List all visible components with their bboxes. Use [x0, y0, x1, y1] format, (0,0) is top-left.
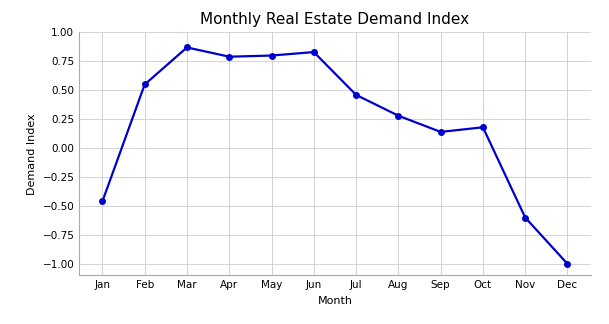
Title: Monthly Real Estate Demand Index: Monthly Real Estate Demand Index	[200, 12, 470, 27]
X-axis label: Month: Month	[317, 296, 353, 306]
Y-axis label: Demand Index: Demand Index	[27, 113, 37, 195]
